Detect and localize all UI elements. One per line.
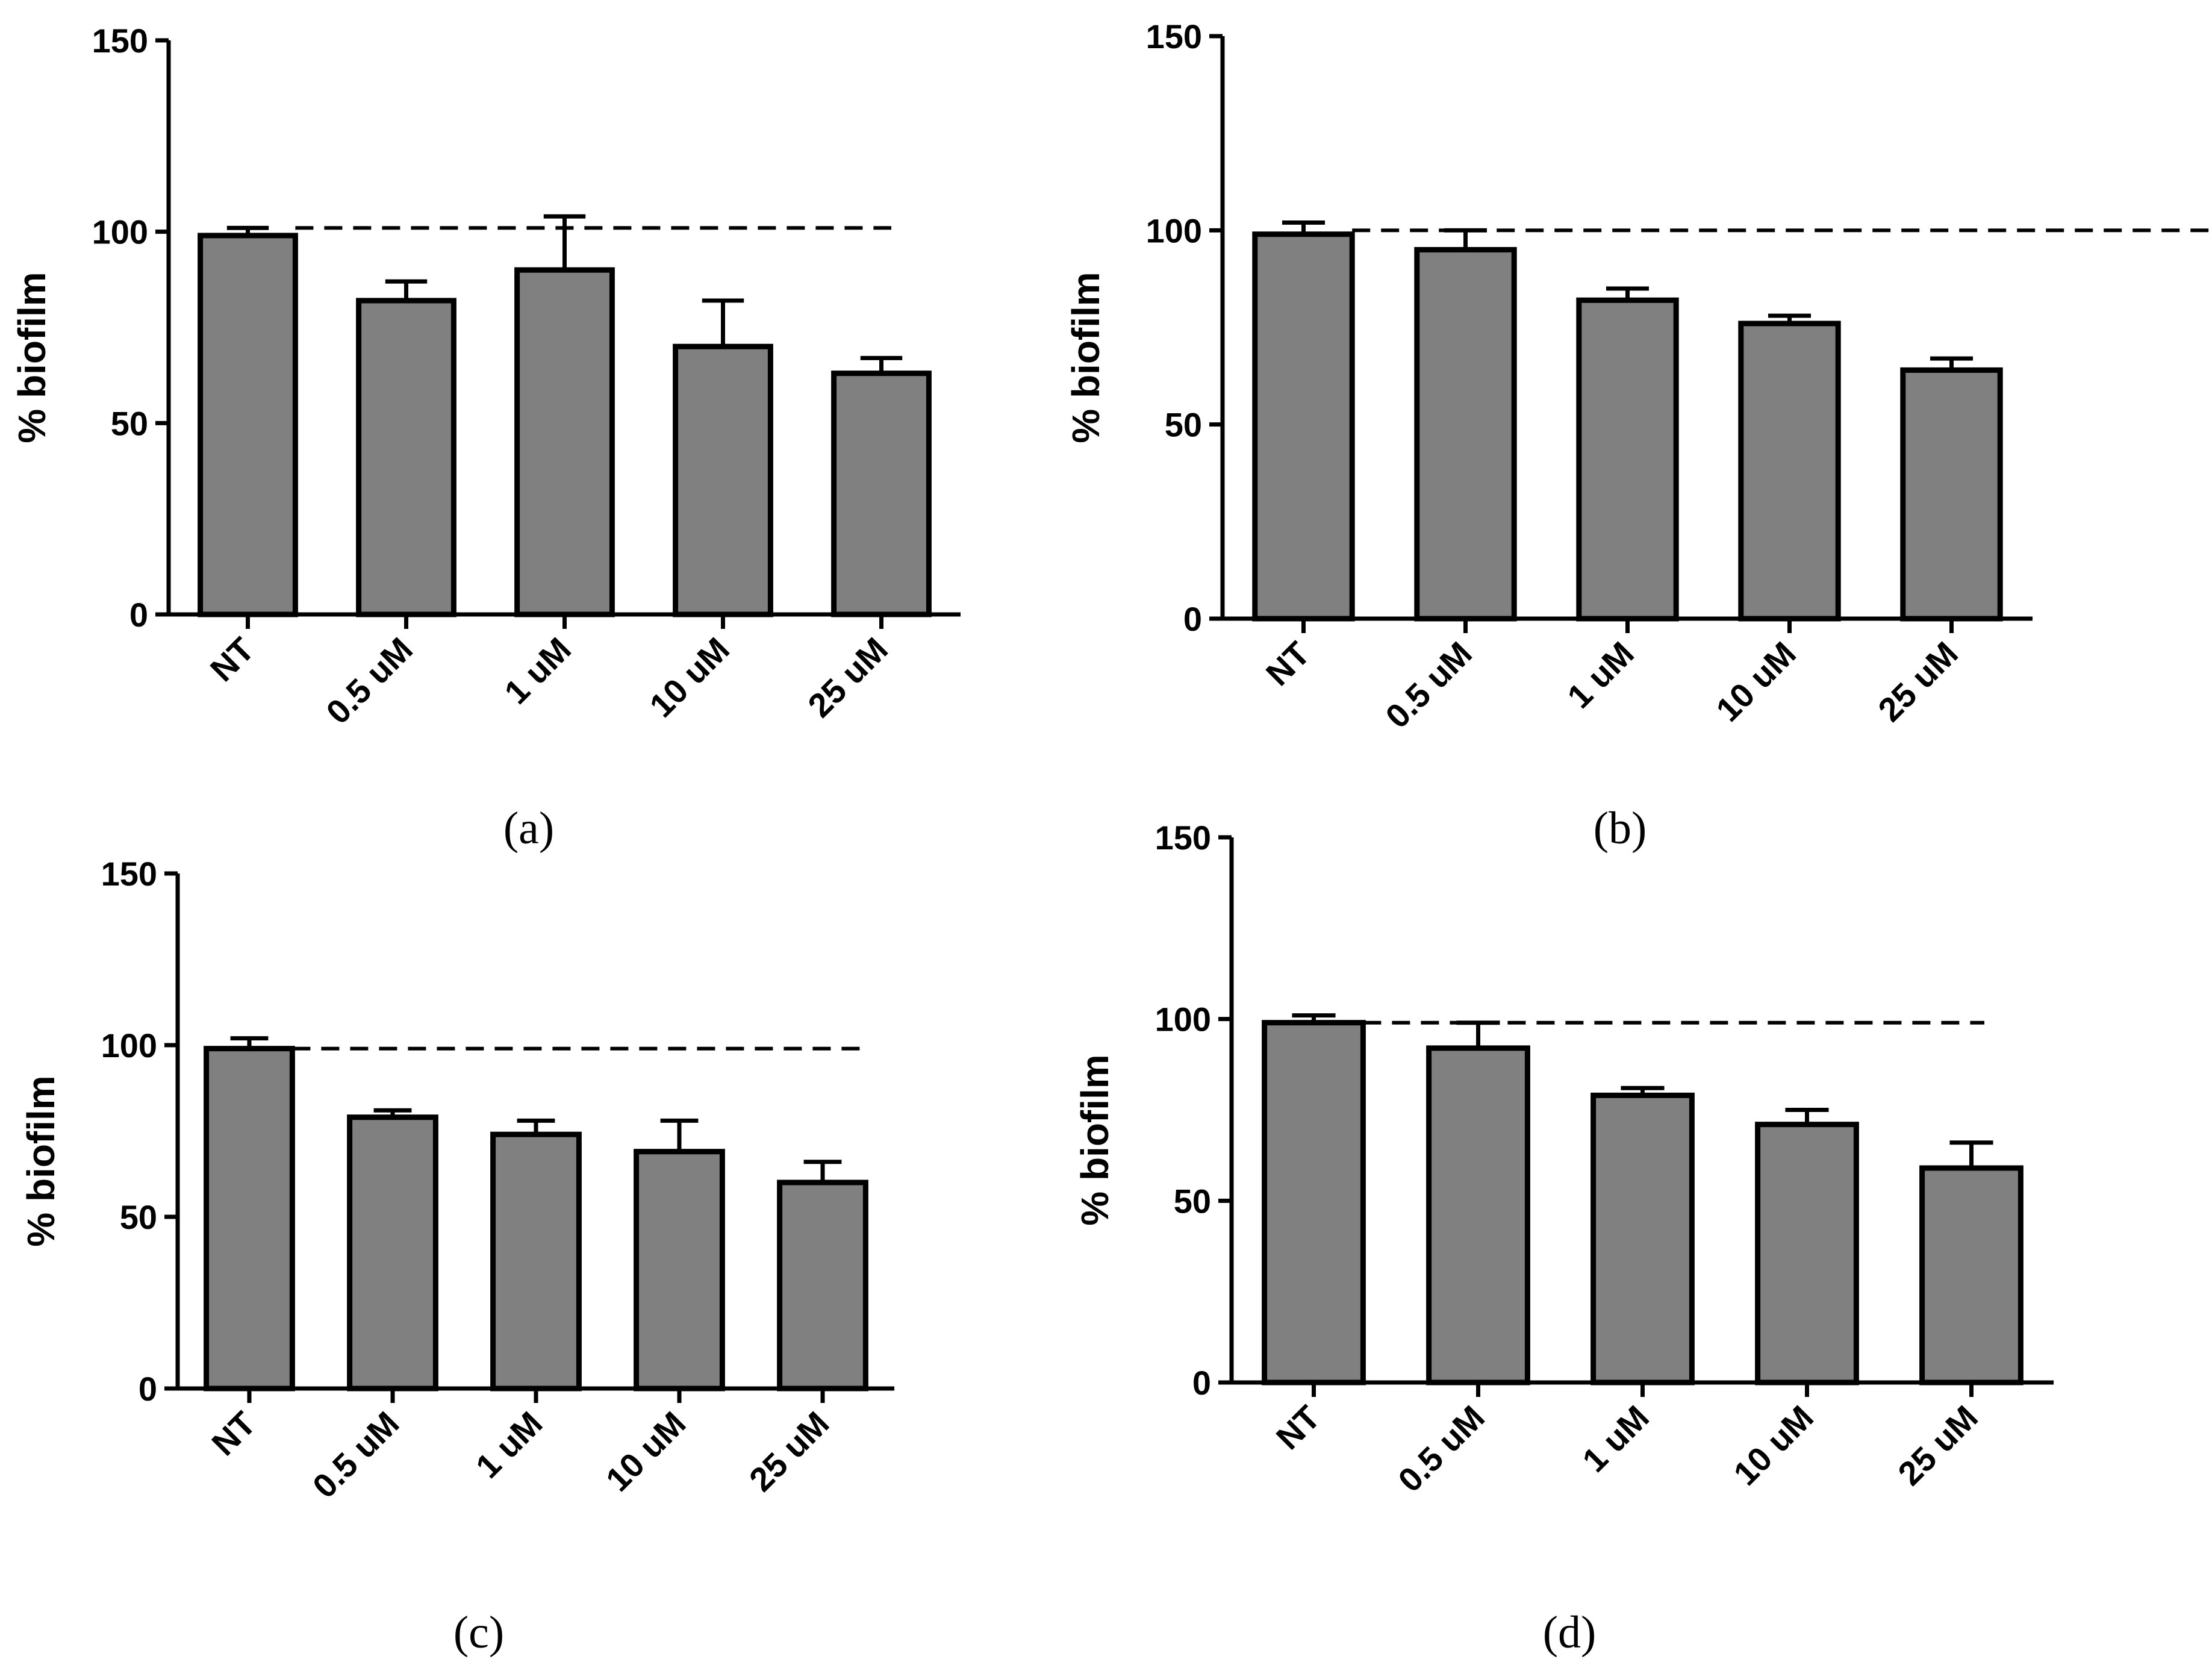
y-axis-title: % biofilm xyxy=(10,272,54,443)
bar xyxy=(777,1179,868,1392)
panel-label: (a) xyxy=(503,803,554,854)
y-tick-label: 50 xyxy=(1174,1182,1211,1220)
x-category-label: 1 uM xyxy=(1575,1398,1656,1479)
bar xyxy=(514,267,615,617)
y-tick-label: 100 xyxy=(92,213,148,251)
chart-panel-c: 0 50 100 150 % biofilm NT 0.5 uM 1 uM 10 uM 25 uM… xyxy=(19,855,894,1658)
x-category-label: 0.5 uM xyxy=(1378,634,1479,736)
bar xyxy=(1252,231,1355,622)
bar xyxy=(1919,1165,2024,1385)
y-tick-label: 150 xyxy=(92,22,148,60)
bar xyxy=(1755,1122,1859,1385)
x-category-label: NT xyxy=(1259,634,1317,693)
x-category-label: 25 uM xyxy=(1871,634,1965,729)
y-tick-label: 50 xyxy=(120,1198,157,1236)
y-tick-label: 0 xyxy=(139,1370,157,1408)
x-category-label: 1 uM xyxy=(497,630,578,711)
chart-panel-b: 0 50 100 150 % biofilm NT 0.5 uM 1 uM 10 uM 25 uM… xyxy=(1064,17,2212,854)
chart-panel-d: 0 50 100 150 % biofilm NT 0.5 uM 1 uM 10 uM 25 uM… xyxy=(1073,819,2054,1658)
bar xyxy=(1426,1045,1530,1385)
x-category-label: 1 uM xyxy=(469,1404,550,1485)
y-tick-label: 0 xyxy=(1192,1364,1211,1402)
bar xyxy=(1590,1092,1695,1385)
bar xyxy=(1262,1020,1366,1385)
y-tick-label: 100 xyxy=(1146,211,1202,249)
y-tick-label: 50 xyxy=(1165,406,1202,444)
panel-label: (c) xyxy=(453,1607,504,1658)
x-category-label: 10 uM xyxy=(1726,1398,1821,1493)
bar xyxy=(356,298,456,617)
bar xyxy=(673,343,773,617)
x-category-label: 25 uM xyxy=(742,1404,837,1499)
y-tick-label: 100 xyxy=(1155,1001,1211,1039)
y-tick-label: 150 xyxy=(101,855,157,893)
bar xyxy=(347,1114,438,1392)
bar xyxy=(634,1149,725,1392)
panel-label: (d) xyxy=(1543,1607,1597,1658)
chart-panel-a: 0 50 100 150 % biofilm NT 0.5 uM 1 uM 10 uM 25 uM… xyxy=(10,22,961,854)
y-tick-label: 0 xyxy=(1183,600,1202,638)
bar xyxy=(204,1046,295,1392)
x-category-label: NT xyxy=(203,630,261,689)
x-category-label: 1 uM xyxy=(1560,634,1641,716)
y-axis-title: % biofilm xyxy=(19,1075,63,1246)
y-axis-title: % biofilm xyxy=(1064,272,1108,443)
x-category-label: 10 uM xyxy=(599,1404,693,1499)
bar xyxy=(831,370,932,617)
x-category-label: 0.5 uM xyxy=(1391,1398,1492,1499)
y-tick-label: 150 xyxy=(1146,17,1202,55)
bar xyxy=(1414,247,1517,622)
y-tick-label: 150 xyxy=(1155,819,1211,857)
bar xyxy=(1738,320,1841,622)
panel-label: (b) xyxy=(1594,803,1647,854)
bar xyxy=(490,1131,582,1392)
x-category-label: NT xyxy=(204,1404,263,1463)
x-category-label: 25 uM xyxy=(1890,1398,1985,1493)
y-tick-label: 50 xyxy=(111,404,148,442)
bar xyxy=(1900,367,2003,622)
x-category-label: 25 uM xyxy=(800,630,895,725)
x-category-label: 10 uM xyxy=(642,630,737,725)
x-category-label: 0.5 uM xyxy=(305,1404,407,1505)
x-category-label: 10 uM xyxy=(1709,634,1803,729)
x-category-label: 0.5 uM xyxy=(319,630,420,731)
y-tick-label: 100 xyxy=(101,1026,157,1064)
x-category-label: NT xyxy=(1269,1398,1327,1457)
bar xyxy=(198,233,298,617)
y-axis-title: % biofilm xyxy=(1073,1054,1117,1225)
bar xyxy=(1576,297,1679,622)
y-tick-label: 0 xyxy=(129,596,148,634)
